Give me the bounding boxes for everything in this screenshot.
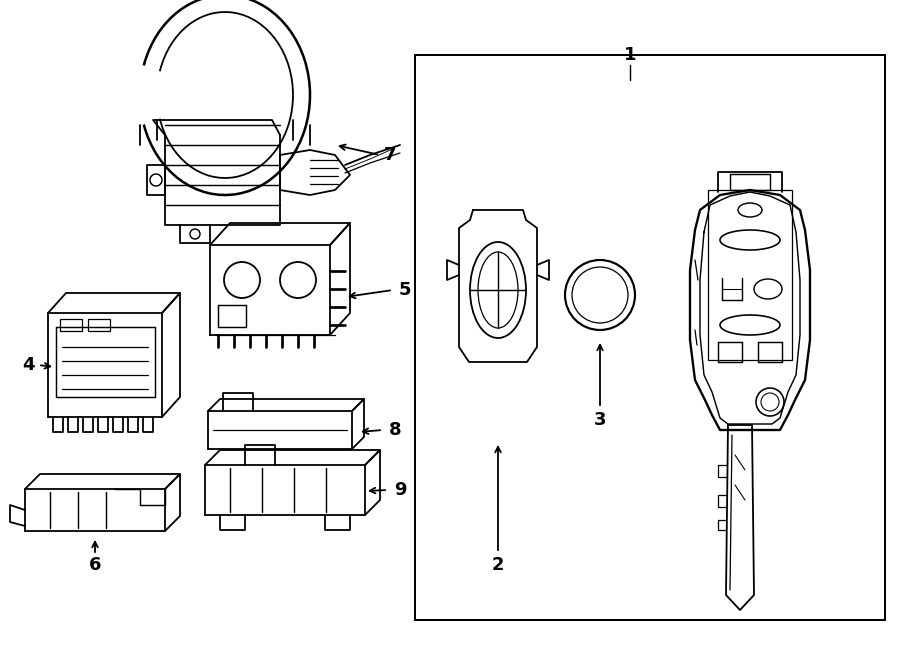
Text: 3: 3 [594,411,607,429]
Text: 2: 2 [491,556,504,574]
Text: 6: 6 [89,556,101,574]
Text: 8: 8 [389,421,401,439]
Text: 5: 5 [399,281,411,299]
Text: 1: 1 [624,46,636,64]
Bar [758,342,782,362]
Bar [56,327,155,397]
Bar [718,342,742,362]
Bar [730,174,770,190]
Bar [708,190,792,360]
Text: 4: 4 [22,356,34,374]
Text: 7: 7 [383,146,396,164]
Bar [218,305,246,327]
Bar [60,319,82,331]
Text: 9: 9 [394,481,406,499]
Bar [88,319,110,331]
Bar [415,55,885,620]
